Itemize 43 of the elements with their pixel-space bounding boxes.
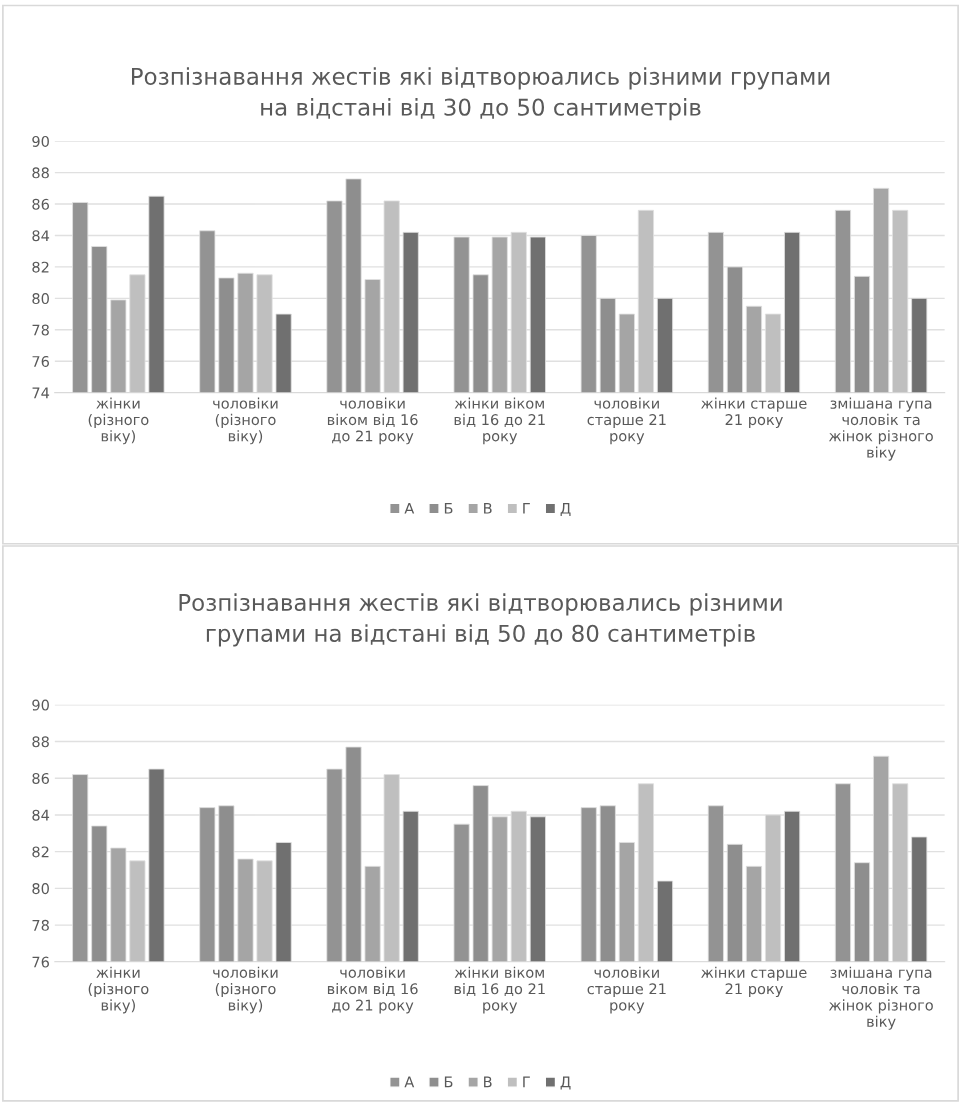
y-tick-label: 88 xyxy=(32,736,49,748)
y-tick-label: 82 xyxy=(32,261,49,273)
x-tick-label: чоловіки старше 21 року xyxy=(587,966,666,1014)
y-tick-label: 82 xyxy=(32,846,49,858)
x-tick-label: чоловіки віком від 16 до 21 року xyxy=(327,397,418,445)
x-tick-label: жінки віком від 16 до 21 року xyxy=(454,397,545,445)
x-tick-label: жінки (різного віку) xyxy=(88,397,149,445)
y-tick-label: 80 xyxy=(32,883,49,895)
legend-label: Г xyxy=(523,502,530,514)
y-tick-label: 88 xyxy=(32,167,49,179)
x-tick-label: чоловіки старше 21 року xyxy=(587,397,666,445)
y-tick-label: 76 xyxy=(32,956,49,968)
x-tick-label: чоловіки віком від 16 до 21 року xyxy=(327,966,418,1014)
y-tick-label: 78 xyxy=(32,919,49,931)
legend-label: Б xyxy=(444,502,453,514)
x-tick-label: змішана гупа чоловік та жінок різного віку xyxy=(829,966,933,1030)
x-tick-label: жінки старше 21 року xyxy=(701,397,807,428)
legend-label: Г xyxy=(523,1076,530,1088)
y-tick-label: 84 xyxy=(32,809,50,821)
legend-label: А xyxy=(404,502,415,514)
x-tick-label: змішана гупа чоловік та жінок різного віку xyxy=(829,397,933,461)
x-tick-label: жінки віком від 16 до 21 року xyxy=(454,966,545,1014)
chart-title: Розпізнавання жестів які відтворюались різними групами на відстані від 30 до 50 сантиметрів xyxy=(131,67,830,121)
legend-label: В xyxy=(484,1076,492,1088)
x-tick-label: чоловіки (різного віку) xyxy=(213,966,278,1014)
y-tick-label: 76 xyxy=(32,355,49,367)
y-tick-label: 78 xyxy=(32,324,49,336)
y-tick-label: 86 xyxy=(32,772,49,784)
x-tick-label: жінки старше 21 року xyxy=(701,966,807,998)
y-tick-label: 74 xyxy=(32,387,50,399)
legend-label: Д xyxy=(560,502,571,516)
legend-label: В xyxy=(484,502,492,514)
legend-label: Б xyxy=(444,1076,453,1088)
y-tick-label: 84 xyxy=(32,230,50,242)
y-tick-label: 90 xyxy=(32,135,49,147)
y-tick-label: 80 xyxy=(32,293,49,305)
y-tick-label: 86 xyxy=(32,198,49,210)
x-tick-label: чоловіки (різного віку) xyxy=(213,397,278,445)
y-tick-label: 90 xyxy=(32,699,49,711)
legend-label: А xyxy=(404,1076,415,1088)
legend-label: Д xyxy=(560,1076,571,1090)
chart-title: Розпізнавання жестів які відтворювались різними групами на відстані від 50 до 80 сантиметрів xyxy=(179,593,782,647)
x-tick-label: жінки (різного віку) xyxy=(88,966,149,1014)
